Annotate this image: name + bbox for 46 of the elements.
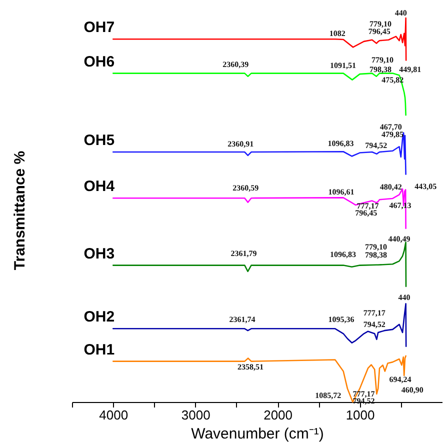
x-tick-label: 4000	[99, 408, 128, 422]
annotation: 1091,51	[330, 61, 356, 70]
annotation: 798,38	[365, 250, 388, 260]
annotation: 1095,36	[328, 314, 354, 324]
annotation: 694,24	[389, 375, 412, 384]
annotation: 796,45	[368, 26, 390, 36]
series-label: OH5	[84, 132, 115, 150]
annotation: 777,17	[363, 308, 386, 318]
annotation: 1082	[329, 29, 346, 38]
annotation: 2361,74	[229, 314, 256, 324]
annotation: 440	[394, 8, 407, 18]
annotation: 1085,72	[315, 391, 342, 400]
annotation: 779,10	[371, 55, 394, 64]
x-axis-title: Wavenumber (cm⁻¹)	[191, 426, 324, 442]
y-axis-title: Transmittance %	[12, 150, 28, 270]
x-tick-label: 3000	[181, 408, 210, 422]
annotation: 1096,61	[328, 187, 354, 196]
annotation: 440,49	[388, 234, 410, 244]
annotation: 460,90	[401, 386, 424, 395]
annotation: 2360,39	[222, 60, 249, 69]
series-label: OH2	[84, 308, 115, 326]
annotation: 779,10	[365, 242, 388, 252]
series-label: OH3	[84, 245, 115, 262]
annotation: 2358,51	[237, 362, 264, 372]
series-label: OH7	[84, 19, 115, 36]
annotation: 777,17	[356, 202, 379, 211]
annotation: 794,52	[365, 141, 388, 150]
annotation: 440	[398, 292, 410, 302]
annotation: 1096,83	[328, 138, 354, 148]
annotation: 798,38	[369, 64, 392, 74]
annotation: 796,45	[355, 208, 378, 218]
series-label: OH6	[84, 53, 115, 70]
annotation: 2361,79	[230, 249, 257, 258]
annotation: 779,10	[369, 20, 392, 29]
annotation: 480,42	[380, 182, 402, 192]
x-tick-label: 2000	[264, 408, 293, 422]
x-tick-label: 1000	[346, 408, 375, 422]
series-label: OH4	[84, 178, 116, 196]
annotation: 449,81	[399, 65, 422, 74]
annotation: 1096,83	[330, 250, 356, 259]
annotation: 2360,59	[232, 184, 259, 193]
series-label: OH1	[84, 341, 115, 358]
annotation: 467,70	[380, 122, 402, 132]
annotation: 443,05	[414, 182, 437, 191]
annotation: 794,52	[363, 320, 386, 330]
annotation: 2360,91	[228, 139, 254, 148]
